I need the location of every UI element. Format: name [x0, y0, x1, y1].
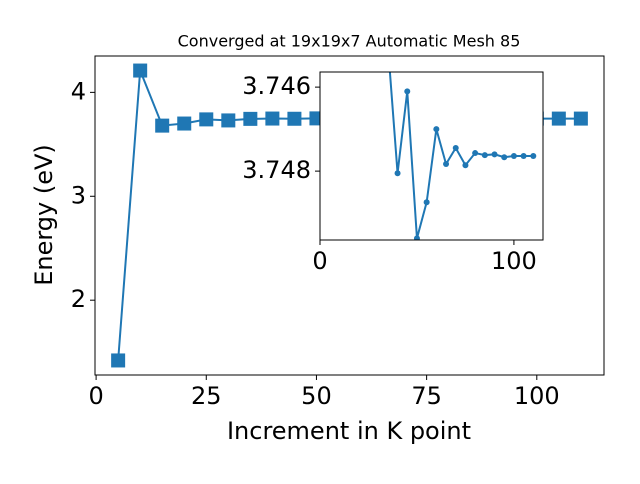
marker: [491, 151, 498, 158]
y-tick-label: 2: [71, 285, 86, 313]
marker: [404, 88, 411, 95]
marker: [433, 126, 440, 133]
marker: [472, 150, 479, 157]
marker: [462, 162, 469, 169]
axes-frame: [319, 71, 544, 241]
y-tick-label: 3.746: [242, 72, 311, 100]
marker: [501, 154, 508, 161]
marker: [452, 145, 459, 152]
marker: [510, 153, 517, 159]
axes-frame: [94, 55, 605, 376]
marker: [177, 116, 192, 131]
marker: [287, 111, 302, 126]
marker: [520, 153, 527, 159]
marker: [199, 112, 214, 127]
x-tick-label: 100: [514, 382, 560, 410]
y-tick-label: 3.748: [242, 156, 311, 184]
marker: [394, 170, 401, 177]
y-tick-label: 3: [71, 181, 86, 209]
marker: [443, 160, 450, 167]
y-tick-label: 4: [71, 77, 86, 105]
marker: [221, 113, 236, 128]
x-axis-label: Increment in K point: [227, 417, 471, 445]
marker: [265, 111, 280, 126]
marker: [243, 111, 258, 126]
marker: [111, 353, 126, 368]
chart-title: Converged at 19x19x7 Automatic Mesh 85: [178, 32, 521, 51]
x-tick-label: 100: [491, 247, 537, 275]
y-axis-label: Energy (eV): [30, 144, 58, 286]
series-line: [388, 72, 534, 239]
x-tick-label: 75: [411, 382, 442, 410]
marker: [481, 152, 488, 159]
marker: [423, 199, 430, 206]
x-tick-label: 25: [191, 382, 222, 410]
plot-series: [388, 72, 537, 240]
marker: [413, 235, 420, 240]
marker: [573, 111, 588, 126]
marker: [133, 63, 148, 78]
marker: [551, 111, 566, 126]
marker: [530, 153, 537, 159]
marker: [155, 118, 170, 133]
x-tick-label: 0: [312, 247, 327, 275]
x-tick-label: 0: [88, 382, 103, 410]
x-tick-label: 50: [301, 382, 332, 410]
